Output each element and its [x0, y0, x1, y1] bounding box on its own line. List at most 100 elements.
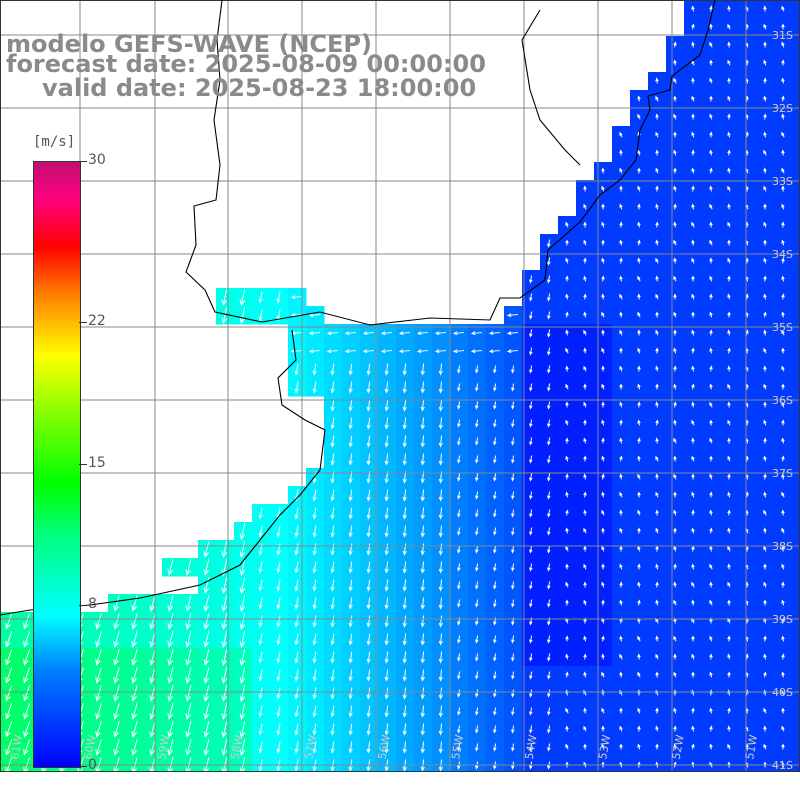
wind-arrow [438, 633, 443, 646]
wind-arrow [637, 455, 641, 462]
wind-arrow [565, 311, 569, 318]
wind-arrow [565, 275, 569, 282]
wind-arrow [637, 239, 641, 246]
wind-arrow [763, 293, 767, 300]
wind-arrow [438, 489, 443, 502]
wind-arrow [763, 77, 767, 84]
wind-arrow [727, 635, 731, 642]
wind-arrow [529, 401, 533, 410]
wind-arrow [493, 725, 497, 734]
wind-arrow [529, 671, 533, 680]
wind-arrow [276, 615, 281, 628]
wind-arrow [637, 491, 641, 498]
wind-arrow [709, 491, 713, 498]
wind-arrow [547, 671, 551, 680]
wind-arrow [185, 595, 192, 612]
wind-arrow [727, 563, 731, 570]
wind-arrow [420, 543, 425, 556]
wind-arrow [475, 383, 479, 392]
wind-arrow [402, 525, 407, 538]
wind-arrow [781, 275, 785, 282]
wind-arrow [673, 293, 677, 300]
wind-arrow [583, 401, 587, 408]
wind-arrow [601, 365, 605, 372]
wind-arrow [547, 509, 551, 518]
wind-cell [792, 234, 800, 253]
wind-arrow [330, 687, 335, 700]
wind-arrow [691, 599, 695, 606]
wind-arrow [691, 113, 695, 120]
wind-arrow [511, 599, 515, 608]
wind-arrow [637, 383, 641, 390]
wind-arrow [727, 401, 731, 408]
wind-arrow [709, 599, 713, 606]
wind-arrow [493, 437, 497, 446]
wind-arrow [691, 581, 695, 588]
wind-arrow [691, 455, 695, 462]
wind-arrow [511, 671, 515, 680]
wind-arrow [709, 131, 713, 138]
wind-arrow [203, 703, 210, 720]
wind-arrow [601, 401, 605, 408]
wind-arrow [457, 707, 461, 716]
wind-arrow [583, 347, 587, 354]
wind-arrow [330, 381, 335, 394]
wind-arrow [493, 671, 497, 680]
wind-arrow [185, 685, 192, 702]
wind-arrow [366, 489, 371, 502]
wind-arrow [547, 527, 551, 536]
wind-cell [792, 342, 800, 361]
wind-arrow [493, 581, 497, 590]
wind-arrow [276, 543, 281, 556]
wind-arrow [655, 77, 659, 84]
wind-arrow [673, 383, 677, 390]
wind-arrow [438, 399, 443, 412]
wind-arrow [384, 453, 389, 466]
wind-arrow [547, 491, 551, 500]
wind-arrow [258, 615, 263, 628]
wind-arrow [529, 743, 533, 752]
wind-arrow [601, 221, 605, 228]
wind-arrow [475, 635, 479, 644]
wind-arrow [637, 329, 641, 336]
wind-arrow [709, 455, 713, 462]
wind-arrow [511, 401, 515, 410]
wind-arrow [691, 149, 695, 156]
wind-arrow [294, 381, 299, 394]
wind-arrow [113, 721, 120, 738]
wind-arrow [258, 579, 263, 592]
wind-arrow [529, 545, 533, 554]
wind-arrow [258, 561, 263, 574]
wind-arrow [438, 597, 443, 610]
wind-arrow [344, 331, 357, 336]
wind-arrow [709, 5, 713, 12]
wind-arrow [366, 399, 371, 412]
wind-arrow [583, 671, 587, 678]
wind-arrow [330, 633, 335, 646]
wind-arrow [619, 131, 623, 138]
wind-arrow [583, 365, 587, 372]
wind-arrow [511, 509, 515, 518]
wind-arrow [312, 705, 317, 718]
wind-cell [792, 126, 800, 145]
wind-arrow [655, 725, 659, 732]
wind-arrow [655, 113, 659, 120]
wind-arrow [149, 721, 156, 738]
wind-arrow [95, 649, 102, 666]
wind-arrow [583, 545, 587, 552]
wind-arrow [547, 347, 551, 356]
wind-arrow [348, 381, 353, 394]
wind-arrow [763, 347, 767, 354]
wind-arrow [384, 417, 389, 430]
wind-arrow [203, 667, 210, 684]
wind-arrow [95, 631, 102, 648]
wind-arrow [511, 473, 515, 482]
wind-arrow [475, 509, 479, 518]
wind-arrow [438, 687, 443, 700]
wind-arrow [565, 491, 569, 498]
wind-arrow [366, 579, 371, 592]
wind-arrow [348, 615, 353, 628]
wind-cell [792, 72, 800, 91]
wind-arrow [149, 631, 156, 648]
wind-arrow [511, 527, 515, 536]
